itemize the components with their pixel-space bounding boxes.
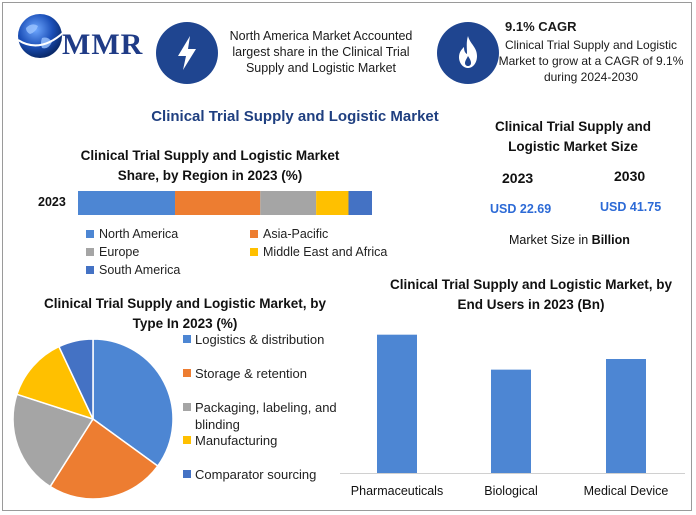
legend-label: Comparator sourcing [195, 467, 317, 482]
flame-badge [437, 22, 499, 84]
bar-medical-device [606, 359, 646, 473]
type-legend-packaging-labeling-and-blinding: Packaging, labeling, and blinding [183, 399, 343, 433]
type-chart-title: Clinical Trial Supply and Logistic Marke… [43, 296, 327, 331]
infographic-frame [2, 2, 692, 511]
region-segment-north-america [78, 191, 176, 215]
value-2023: USD 22.69 [490, 202, 552, 216]
legend-swatch [183, 369, 191, 377]
market-size-title: Clinical Trial Supply and Logistic Marke… [494, 119, 652, 154]
legend-label: Storage & retention [195, 366, 308, 381]
region-stacked-bar [78, 191, 372, 215]
type-pie-chart [12, 338, 174, 500]
cagr-title: 9.1% CAGR [505, 19, 577, 34]
region-bar-category: 2023 [38, 195, 66, 209]
region-legend-middle-east-and-africa: Middle East and Africa [250, 245, 387, 259]
region-legend-north-america: North America [86, 227, 178, 241]
legend-label: South America [99, 263, 181, 277]
legend-label: Middle East and Africa [263, 245, 388, 259]
lightning-bolt-icon [178, 36, 196, 70]
legend-label: Packaging, labeling, and blinding [195, 400, 337, 432]
globe-logo-icon [17, 14, 65, 58]
legend-label: Europe [99, 245, 140, 259]
pie-slice-storage-retention [49, 417, 159, 500]
pie-slice-logistics-distribution [92, 338, 174, 468]
legend-label: Logistics & distribution [195, 332, 325, 347]
type-legend-logistics-distribution: Logistics & distribution [183, 331, 343, 348]
region-segment-asia-pacific [175, 191, 261, 215]
legend-swatch [183, 403, 191, 411]
legend-swatch [250, 248, 258, 256]
flame-icon [459, 36, 477, 68]
category-label-pharmaceuticals: Pharmaceuticals [350, 484, 444, 498]
year-2030: 2030 [614, 168, 646, 184]
bar-biological [491, 369, 531, 473]
category-label-medical-device: Medical Device [583, 484, 669, 498]
bar-pharmaceuticals [377, 334, 417, 473]
legend-swatch [183, 436, 191, 444]
region-segment-europe [260, 191, 317, 215]
region-segment-south-america [348, 191, 372, 215]
region-legend-south-america: South America [86, 263, 180, 277]
legend-swatch [86, 248, 94, 256]
legend-swatch [183, 335, 191, 343]
pie-slice-packaging-labeling-and-blinding [12, 393, 95, 488]
legend-label: North America [99, 227, 179, 241]
region-legend-europe: Europe [86, 245, 139, 259]
region-chart-title: Clinical Trial Supply and Logistic Marke… [80, 148, 340, 183]
legend-label: Asia-Pacific [263, 227, 329, 241]
lightning-badge [156, 22, 218, 84]
end-users-bar-chart [340, 334, 685, 474]
legend-swatch [250, 230, 258, 238]
pie-slice-comparator-sourcing [57, 338, 94, 420]
region-legend-asia-pacific: Asia-Pacific [250, 227, 328, 241]
region-segment-middle-east-and-africa [316, 191, 349, 215]
year-2023: 2023 [502, 170, 534, 186]
market-size-unit: Market Size in Billion [509, 233, 630, 247]
legend-swatch [86, 266, 94, 274]
legend-swatch [86, 230, 94, 238]
legend-swatch [183, 470, 191, 478]
value-2030: USD 41.75 [600, 200, 662, 214]
type-legend-comparator-sourcing: Comparator sourcing [183, 466, 343, 483]
type-legend-manufacturing: Manufacturing [183, 432, 343, 449]
category-label-biological: Biological [484, 484, 538, 498]
info-north-america: North America Market Accounted largest s… [229, 29, 413, 75]
brand-name: MMR [62, 28, 144, 61]
cagr-text: Clinical Trial Supply and Logistic Marke… [498, 38, 684, 84]
type-legend-storage-retention: Storage & retention [183, 365, 343, 382]
legend-label: Manufacturing [195, 433, 278, 448]
end-users-chart-title: Clinical Trial Supply and Logistic Marke… [389, 277, 673, 312]
pie-slice-manufacturing [15, 345, 95, 421]
main-title: Clinical Trial Supply and Logistic Marke… [151, 108, 439, 125]
